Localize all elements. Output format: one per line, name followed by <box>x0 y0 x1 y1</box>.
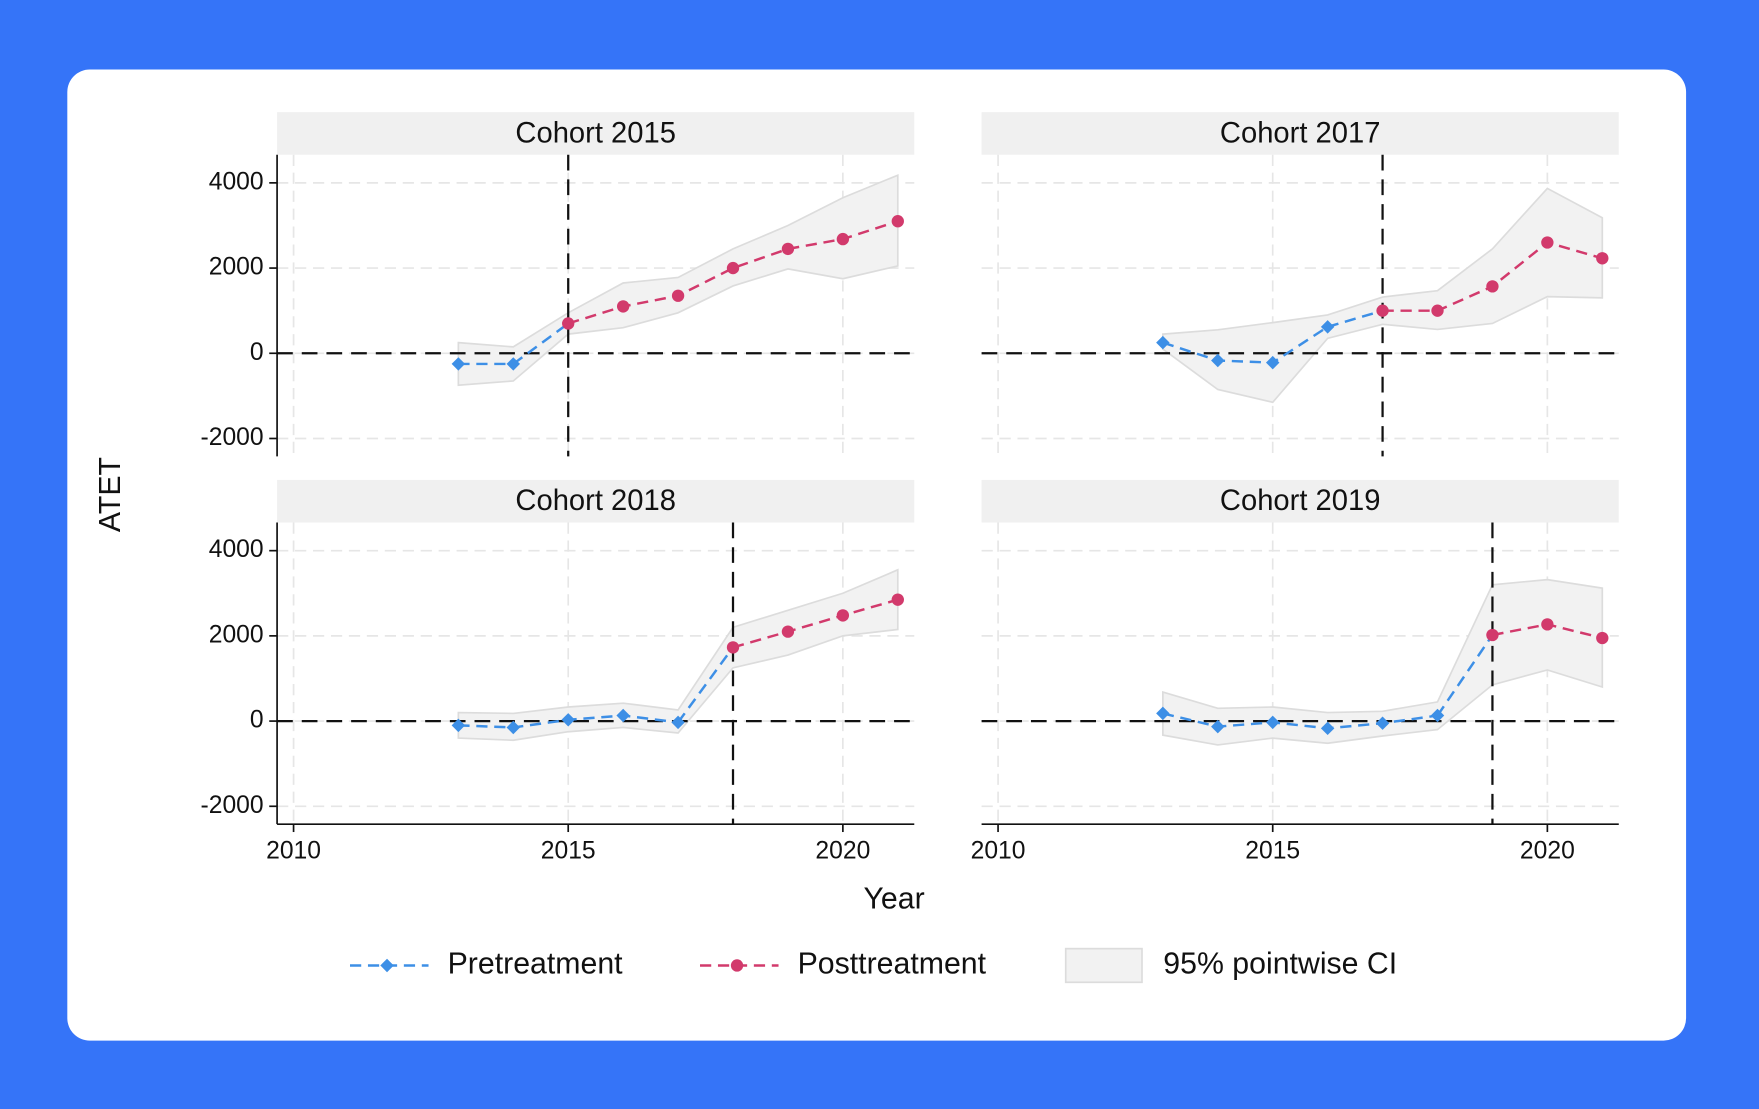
series-line <box>732 598 899 649</box>
ci-band <box>1162 187 1604 404</box>
panel-header <box>277 112 915 155</box>
series-line <box>1162 325 1329 364</box>
circle-marker <box>836 232 850 246</box>
connector <box>1327 309 1383 329</box>
legend-label: Posttreatment <box>798 947 987 980</box>
circle-marker <box>1376 304 1389 317</box>
legend-label: 95% pointwise CI <box>1163 947 1397 980</box>
circle-marker <box>1431 304 1444 317</box>
connector <box>512 322 569 365</box>
series-line <box>1162 712 1438 730</box>
diamond-marker <box>1265 715 1280 730</box>
y-tick-label: -2000 <box>201 424 264 451</box>
diamond-marker <box>451 357 466 371</box>
circle-marker <box>1541 236 1554 249</box>
circle-marker <box>781 242 795 256</box>
diamond-marker <box>451 718 466 733</box>
y-tick-label: 4000 <box>209 536 264 563</box>
ci-band <box>1162 578 1604 746</box>
x-tick-label: 2020 <box>1520 838 1575 865</box>
circle-marker <box>891 215 904 228</box>
panel-header <box>981 112 1619 155</box>
diamond-marker <box>1320 320 1335 334</box>
panel-title: Cohort 2017 <box>1220 117 1381 149</box>
legend-label: Pretreatment <box>448 947 624 980</box>
ci-band <box>457 568 899 742</box>
connector <box>1436 634 1494 717</box>
y-axis-label: ATET <box>94 457 127 532</box>
x-tick-label: 2015 <box>541 838 596 865</box>
panel-header <box>981 479 1619 523</box>
circle-marker <box>726 261 740 275</box>
diamond-marker <box>1156 335 1170 350</box>
diamond-marker <box>1156 706 1170 721</box>
circle-marker <box>781 625 795 638</box>
diamond-marker <box>671 715 685 730</box>
circle-marker <box>1596 631 1609 645</box>
diamond-marker <box>1265 355 1280 370</box>
y-tick-label: 4000 <box>209 168 264 195</box>
diamond-marker <box>1211 353 1225 368</box>
panel-header <box>277 479 915 523</box>
circle-marker <box>1596 252 1609 265</box>
diamond-marker <box>1375 716 1390 730</box>
circle-marker <box>1486 628 1499 642</box>
diamond-marker <box>616 708 630 723</box>
panel-title: Cohort 2019 <box>1220 485 1381 517</box>
diamond-marker <box>1211 719 1225 734</box>
x-tick-label: 2010 <box>266 838 321 865</box>
circle-marker <box>1486 280 1499 293</box>
x-tick-label: 2010 <box>971 838 1026 865</box>
x-tick-label: 2015 <box>1245 838 1300 865</box>
y-tick-label: 0 <box>250 339 264 366</box>
diamond-marker <box>1430 708 1445 723</box>
diamond-marker <box>1320 721 1335 736</box>
panel-title: Cohort 2018 <box>515 485 676 517</box>
x-tick-label: 2020 <box>815 838 870 865</box>
y-tick-label: 0 <box>250 707 264 734</box>
legend-marker <box>380 958 394 973</box>
circle-marker <box>836 609 850 622</box>
circle-marker <box>616 300 630 313</box>
card <box>67 69 1687 1041</box>
y-tick-label: -2000 <box>201 792 264 819</box>
circle-marker <box>671 289 685 302</box>
y-tick-label: 2000 <box>209 254 264 281</box>
y-tick-label: 2000 <box>209 621 264 648</box>
connector <box>677 646 735 724</box>
circle-marker <box>562 317 575 330</box>
x-axis-label: Year <box>863 882 924 915</box>
circle-marker <box>1541 618 1554 631</box>
legend-swatch <box>1064 947 1143 984</box>
circle-marker <box>891 593 904 606</box>
circle-marker <box>726 641 740 654</box>
panel-title: Cohort 2015 <box>515 117 676 149</box>
legend-marker <box>730 959 744 972</box>
